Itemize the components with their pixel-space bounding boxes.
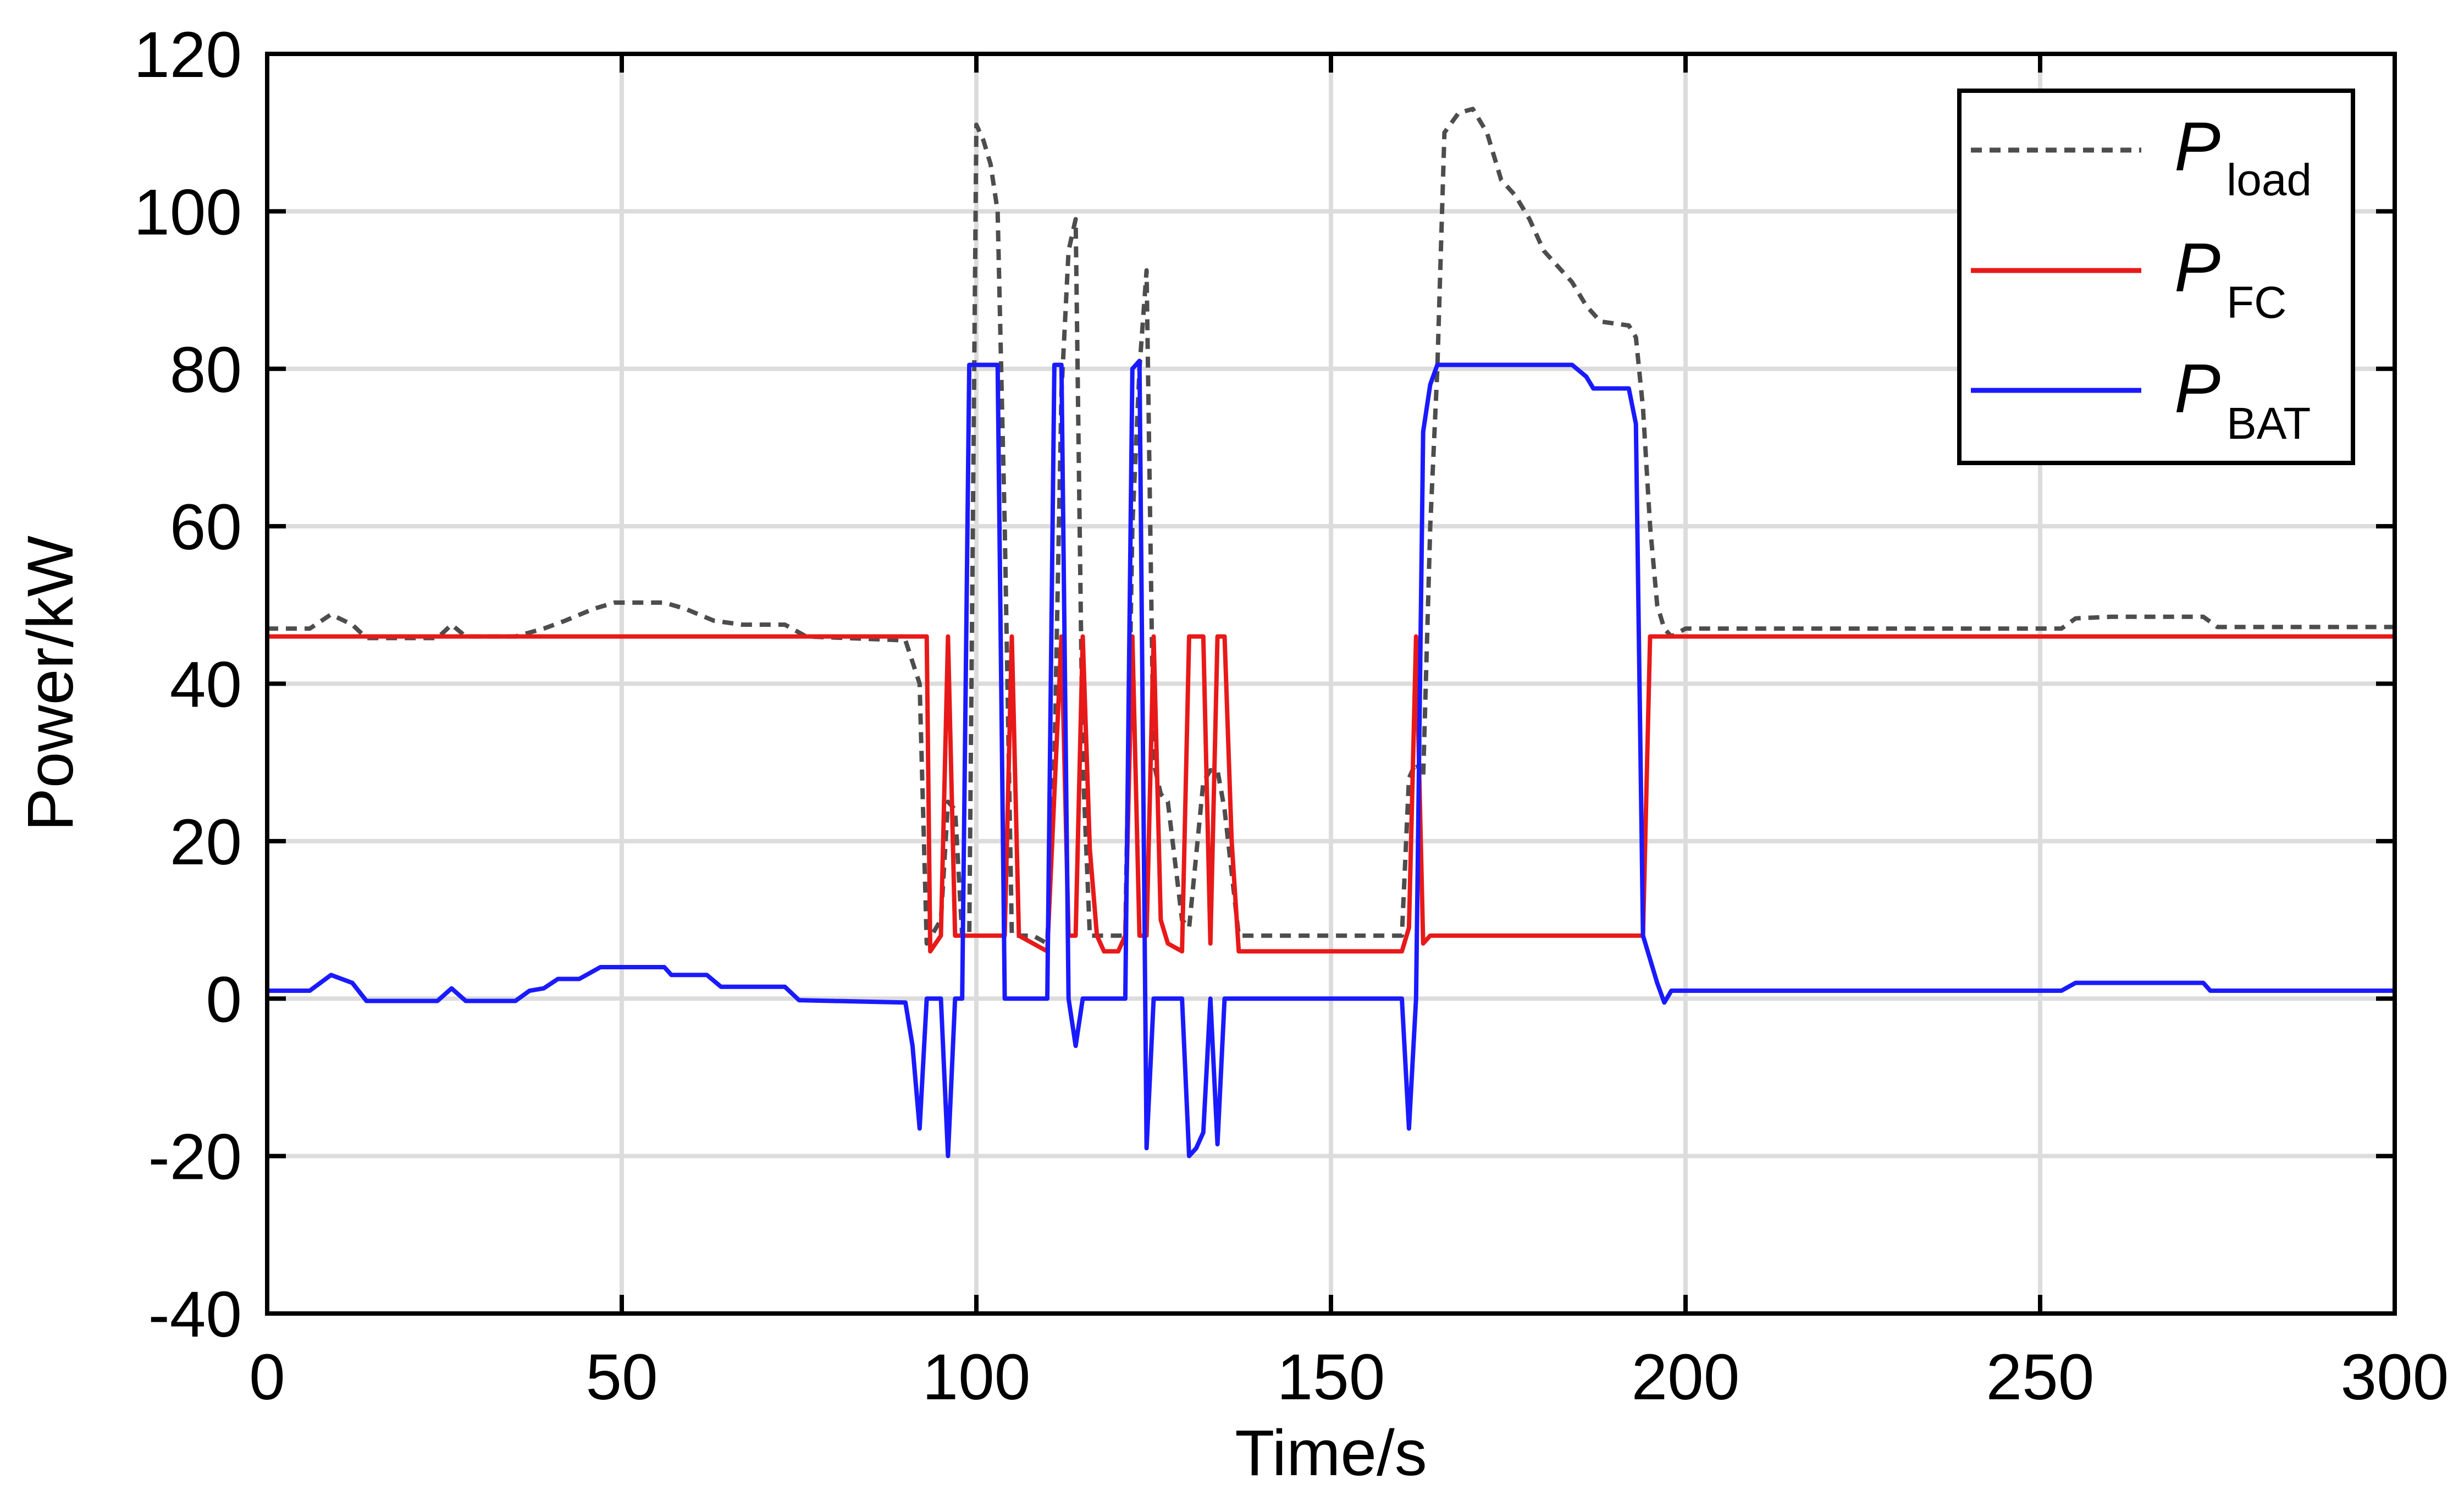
legend-box (1957, 89, 2355, 465)
plot-lines (267, 107, 2395, 1158)
x-tick-label: 50 (585, 1341, 658, 1414)
y-tick-label: 100 (134, 176, 242, 249)
legend-subscript-fc: FC (2227, 278, 2286, 328)
y-tick-label: 0 (206, 963, 242, 1036)
legend: P load P FC P BAT (1957, 89, 2355, 465)
legend-subscript-bat: BAT (2227, 399, 2311, 449)
legend-label-fc: P (2174, 229, 2220, 306)
legend-label-bat: P (2174, 350, 2220, 427)
y-tick-label: 60 (170, 491, 242, 564)
x-axis-label: Time/s (1235, 1417, 1427, 1489)
y-tick-label: 120 (134, 19, 242, 91)
x-tick-label: 150 (1277, 1341, 1385, 1414)
axis-ticks (265, 52, 2397, 1316)
series-line-bat (267, 358, 2395, 1158)
y-tick-label: -40 (148, 1278, 242, 1351)
y-axis-label: Power/kW (14, 536, 87, 831)
y-tick-label: 80 (170, 334, 242, 406)
legend-subscript-load: load (2227, 155, 2312, 205)
y-tick-label: 40 (170, 649, 242, 721)
y-tick-label: -20 (148, 1121, 242, 1194)
legend-label-load: P (2174, 108, 2220, 185)
x-tick-label: 300 (2341, 1341, 2449, 1414)
x-tick-label: 200 (1632, 1341, 1740, 1414)
y-tick-labels: -40 -20 0 20 40 60 80 100 120 (134, 19, 242, 1351)
x-tick-label: 250 (1986, 1341, 2095, 1414)
x-tick-label: 100 (922, 1341, 1031, 1414)
y-tick-label: 20 (170, 806, 242, 879)
series-line-fc (267, 634, 2395, 954)
x-tick-labels: 0 50 100 150 200 250 300 (249, 1341, 2449, 1414)
x-tick-label: 0 (249, 1341, 285, 1414)
